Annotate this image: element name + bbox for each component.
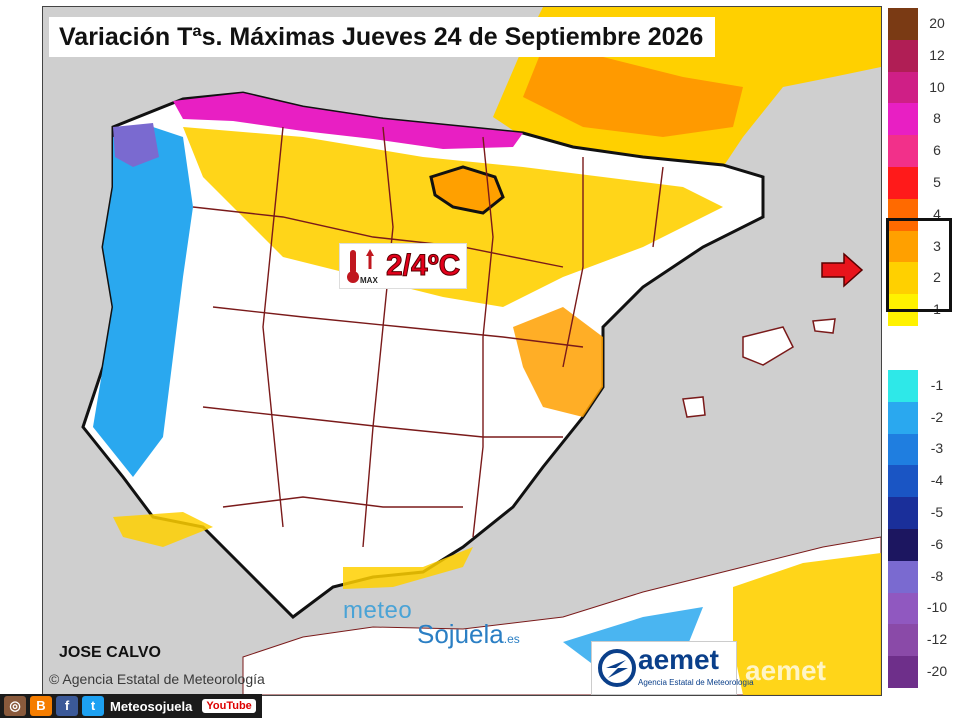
legend-label: 20 [929,14,945,31]
aemet-logo-text: aemet [638,644,719,675]
instagram-icon[interactable]: ◎ [4,696,26,716]
legend-swatch [888,656,918,688]
legend-swatch [888,401,918,434]
thermometer-up-icon: MAX [347,249,378,285]
legend-label: 6 [933,142,941,159]
legend-swatch [888,167,918,199]
legend-swatch [888,592,918,625]
legend-swatch [888,497,918,529]
legend-label: -20 [926,663,948,680]
color-legend: 20 12 10 8 6 5 4 3 2 1 -1 -2 -3 -4 -5 -6 -8 -10 -12 -20 [888,8,958,688]
legend-swatch [888,39,918,72]
copyright-text: © Agencia Estatal de Meteorología [49,671,265,687]
north-interior-yellow [183,127,723,307]
rioja-region [429,165,505,215]
social-handle[interactable]: Meteosojuela [110,698,193,714]
legend-label: -1 [930,376,944,393]
legend-swatch [888,8,918,40]
legend-swatch [888,433,918,466]
legend-arrow-icon [821,252,864,288]
youtube-icon[interactable]: YouTube [202,699,256,713]
sojuela-watermark: Sojuela.es [417,619,520,650]
map-panel: Variación Tªs. Máximas Jueves 24 de Sept… [42,6,882,696]
east-orange-zone [513,307,603,417]
legend-label: -6 [930,535,944,552]
forecast-value: 2/4ºC [385,249,461,283]
legend-highlight-box [886,218,952,312]
legend-label: -4 [930,472,944,489]
thermometer-max-label: MAX [360,276,378,285]
balearic-islands [682,318,836,418]
legend-swatch [888,624,918,657]
legend-swatch [888,369,918,402]
meteo-watermark: meteo [343,597,413,624]
legend-label: 8 [933,110,941,127]
legend-swatch [888,465,918,498]
legend-swatch [888,528,918,561]
author-name: JOSE CALVO [59,644,161,661]
aemet-logo-subtitle: Agencia Estatal de Meteorología [638,678,754,687]
map-title: Variación Tªs. Máximas Jueves 24 de Sept… [49,17,716,57]
legend-swatch [888,135,918,168]
region-borders [192,126,664,548]
legend-label: -5 [930,504,944,521]
legend-label: 3 [933,237,941,254]
sojuela-text: Sojuela [417,619,504,649]
france-orange-zone [523,47,743,137]
sojuela-tld: .es [503,632,520,646]
twitter-icon[interactable]: t [82,696,104,716]
legend-swatch [888,326,918,370]
legend-label: 5 [933,173,941,190]
legend-label: -3 [930,440,944,457]
legend-label: 4 [933,205,941,222]
south-yellow-zone [113,512,473,589]
legend-label: -12 [926,631,948,648]
legend-swatch [888,198,918,231]
temperature-map [81,7,881,695]
legend-swatch [888,230,918,263]
legend-swatch [888,560,918,593]
legend-swatch [888,262,918,295]
aemet-logo: aemet Agencia Estatal de Meteorología [591,641,754,695]
legend-swatch [888,71,918,104]
legend-swatch [888,103,918,136]
legend-label: 2 [933,269,941,286]
legend-label: -8 [930,567,944,584]
west-coast-cool-band [93,127,193,477]
aemet-watermark: aemet [745,655,826,686]
africa-warm-zone [733,553,881,695]
west-coast-violet [113,123,159,167]
legend-label: -2 [930,408,944,425]
legend-label: 10 [929,78,945,95]
legend-label: -10 [926,599,948,616]
forecast-badge: MAX 2/4ºC [339,243,468,289]
facebook-icon[interactable]: f [56,696,78,716]
legend-label: 12 [929,46,945,63]
north-coast-warm-band [173,93,523,149]
aemet-logo-icon [598,649,636,687]
social-bar: ◎ B f t Meteosojuela YouTube [0,694,262,718]
blogger-icon[interactable]: B [30,696,52,716]
